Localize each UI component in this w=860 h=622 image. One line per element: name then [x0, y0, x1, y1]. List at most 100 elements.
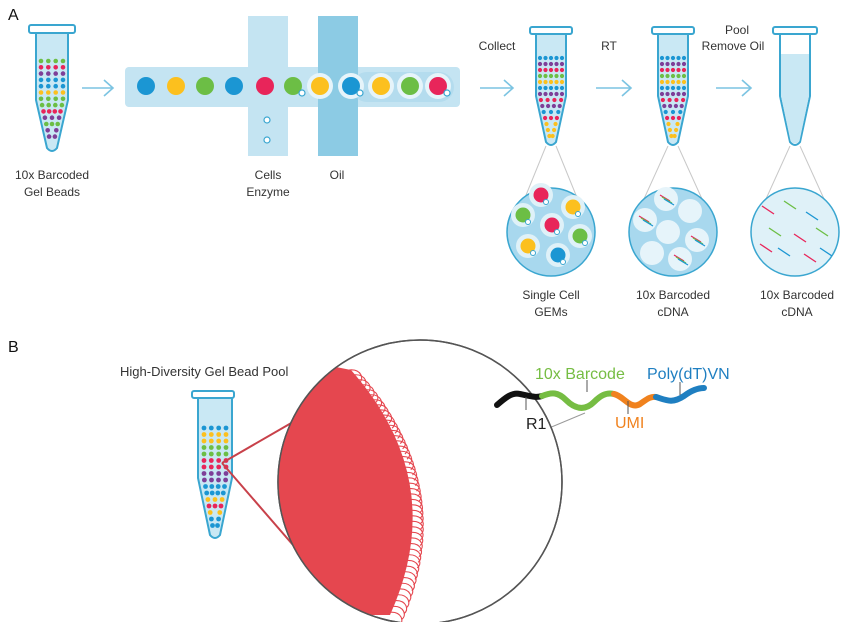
bead-dot	[60, 65, 66, 70]
cdna-strand	[675, 256, 687, 264]
bead-dot	[216, 438, 222, 444]
oligo-strand	[375, 404, 389, 419]
cdna-strand	[768, 227, 782, 237]
oligo-strand	[403, 466, 418, 481]
bead-dot	[38, 65, 44, 70]
label-cdna2-line2: cDNA	[781, 305, 812, 319]
bead-dot	[665, 115, 670, 121]
cell-icon	[263, 136, 271, 144]
bead-dot	[55, 121, 60, 127]
bead-dot	[215, 490, 221, 496]
bead-dot	[208, 445, 214, 450]
bead-dot	[540, 103, 545, 109]
oligo-strand	[401, 577, 416, 592]
bead-dot	[220, 490, 226, 496]
label-oil: Oil	[330, 168, 345, 182]
bead-dot	[46, 90, 51, 95]
bead-dot	[52, 109, 58, 114]
bead-dot	[215, 484, 221, 489]
cdna-strand	[673, 254, 685, 262]
cdna-strand	[659, 194, 671, 202]
bead-dot	[223, 477, 229, 483]
label-umi: UMI	[615, 415, 644, 432]
bead-dot	[559, 79, 565, 85]
label-cdna1-line1: 10x Barcoded	[636, 288, 710, 302]
gem-zoom-circle	[506, 183, 596, 277]
bead-dot	[548, 115, 554, 121]
tube-bead-dots	[38, 58, 66, 139]
bead-dot	[44, 121, 49, 127]
bead-dot	[557, 103, 562, 109]
cdna-strand	[783, 200, 797, 210]
bead-dot	[42, 115, 48, 120]
bead-dot	[53, 96, 58, 102]
bead-dot	[46, 77, 51, 83]
bead-dot	[548, 79, 554, 85]
bead-dot	[676, 73, 681, 79]
bead-dot	[208, 458, 214, 463]
cdna-strand	[759, 243, 773, 253]
bead-dot	[223, 445, 229, 450]
bead-dot	[201, 425, 207, 431]
bead-dot	[201, 445, 207, 450]
bead-dot	[537, 55, 543, 61]
bead-dot	[208, 471, 214, 476]
cdna-strand	[819, 247, 833, 257]
bead-dot	[670, 73, 676, 79]
gem-droplet	[656, 220, 680, 244]
bead-dot	[53, 77, 58, 83]
bead-dot	[53, 83, 58, 89]
bead-dot	[39, 102, 45, 108]
zoom-lines	[221, 421, 294, 546]
oligo-strand	[372, 399, 386, 414]
arrow-icon	[480, 79, 515, 97]
cdna-strand	[663, 198, 675, 206]
cdna-strand	[803, 253, 817, 263]
bead-dot	[543, 61, 548, 67]
oligo-strand	[404, 565, 419, 580]
bead-dot	[53, 58, 58, 64]
bead-dot	[49, 121, 55, 127]
bead-dot	[559, 67, 565, 73]
bead-dot	[207, 510, 213, 515]
bead-dot	[676, 61, 681, 67]
bead-dot	[548, 85, 554, 91]
oligo-strand	[361, 384, 375, 399]
oligo-strand	[353, 374, 367, 389]
oligo-strand	[410, 504, 424, 519]
bead-dot	[559, 85, 565, 91]
bead-dot	[46, 83, 51, 89]
bead-dot	[665, 61, 670, 67]
cdna-strand	[661, 196, 673, 204]
barcode-oligo	[494, 385, 707, 411]
bead-dot	[212, 503, 218, 509]
gel-bead-zoom-circle	[277, 339, 563, 622]
cell-icon	[554, 229, 560, 235]
bead-dot	[550, 247, 566, 263]
bead-dot	[554, 61, 559, 67]
bead-dot	[311, 77, 329, 95]
oligo-strand	[400, 582, 414, 597]
bead-dot	[537, 61, 543, 67]
bead-dot	[665, 73, 670, 79]
tube-bead-dots	[201, 425, 229, 528]
bead-dot	[681, 85, 687, 91]
bead-dot	[215, 523, 220, 528]
bead-dot	[537, 85, 543, 91]
label-barcode: 10x Barcode	[535, 366, 625, 383]
bead-dot	[670, 55, 676, 61]
bead-dot	[38, 90, 44, 95]
bead-dot	[665, 79, 670, 85]
bead-dot	[223, 451, 229, 457]
bead-dot	[554, 73, 559, 79]
bead-dot	[208, 451, 214, 457]
oligo-strand	[405, 471, 419, 487]
bead-dot	[659, 91, 665, 97]
bead-dot	[60, 83, 66, 89]
label-enzyme: Enzyme	[246, 185, 290, 199]
bead-dot	[554, 85, 559, 91]
bead-dot	[548, 55, 554, 61]
bead-dot	[538, 97, 544, 103]
bead-dot	[222, 484, 227, 489]
